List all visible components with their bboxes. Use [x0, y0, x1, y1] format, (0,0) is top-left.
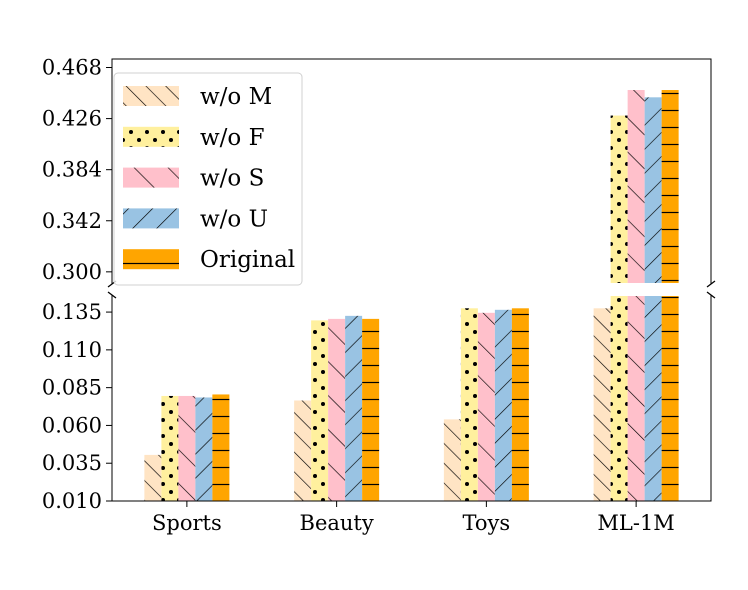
legend-label: w/o M	[200, 84, 272, 110]
legend-swatch	[123, 208, 179, 229]
bottom-ytick-label: 0.010	[42, 489, 102, 513]
legend-box	[113, 72, 303, 286]
legend: w/o M w/o F w/o S w/o U Original	[113, 72, 303, 286]
bottom-bar-ml-1m-0	[593, 308, 611, 501]
top-ytick-label: 0.468	[42, 56, 102, 80]
bottom-bar-sports-4	[212, 394, 230, 501]
bottom-ytick-label: 0.135	[42, 300, 102, 324]
top-bar-ml-1m-1	[610, 115, 628, 284]
top-axes-panel: 0.300 0.342 0.384 0.426 0.468	[42, 56, 716, 288]
xtick-label-beauty: Beauty	[300, 511, 374, 535]
bottom-bar-toys-0	[443, 419, 461, 501]
bottom-bar-sports-2	[178, 395, 196, 501]
bottom-bar-beauty-3	[345, 315, 363, 501]
top-ytick-label: 0.384	[42, 158, 102, 182]
top-bar-ml-1m-4	[661, 90, 679, 284]
top-ytick-label: 0.342	[42, 209, 102, 233]
bottom-bar-beauty-0	[294, 400, 312, 501]
bottom-bar-sports-3	[195, 397, 213, 501]
top-ytick-label: 0.426	[42, 107, 102, 131]
xtick-label-toys: Toys	[463, 511, 511, 535]
legend-swatch	[123, 249, 179, 270]
legend-label: w/o S	[200, 166, 264, 192]
bottom-bar-toys-1	[460, 308, 478, 501]
legend-label: w/o U	[200, 206, 268, 232]
legend-swatch	[123, 86, 179, 106]
xtick-label-ml-1m: ML-1M	[597, 511, 674, 535]
bottom-axis-break-mark-left	[107, 291, 117, 299]
legend-label: w/o F	[200, 125, 265, 151]
top-bar-ml-1m-2	[627, 90, 645, 284]
bottom-ytick-label: 0.085	[42, 376, 102, 400]
top-ytick-label: 0.300	[42, 260, 102, 284]
bottom-ytick-label: 0.035	[42, 451, 102, 475]
bottom-bar-ml-1m-3	[644, 295, 662, 501]
bottom-bar-ml-1m-1	[610, 295, 628, 501]
bottom-axes-panel: 0.010 0.035 0.060 0.085 0.110 0.135 Sports Beau…	[42, 291, 716, 535]
bottom-bar-sports-1	[161, 395, 179, 501]
top-axis-break-mark-right	[706, 280, 716, 288]
legend-label: Original	[200, 247, 295, 273]
legend-swatch	[123, 167, 179, 188]
bottom-axis-break-mark-right	[706, 291, 716, 299]
bottom-ytick-label: 0.060	[42, 413, 102, 437]
bottom-bar-ml-1m-2	[627, 295, 645, 501]
bottom-bar-beauty-1	[311, 320, 329, 501]
top-bar-ml-1m-3	[644, 97, 662, 284]
bottom-bar-toys-3	[494, 309, 512, 501]
bottom-ytick-label: 0.110	[42, 338, 102, 362]
bottom-bar-beauty-2	[328, 318, 346, 501]
bottom-bar-toys-4	[511, 308, 529, 501]
xtick-label-sports: Sports	[152, 511, 222, 535]
bottom-bar-sports-0	[144, 454, 162, 501]
bottom-bar-toys-2	[477, 312, 495, 501]
bottom-bar-beauty-4	[362, 318, 380, 501]
bottom-bar-ml-1m-4	[661, 295, 679, 501]
legend-swatch	[123, 126, 179, 147]
